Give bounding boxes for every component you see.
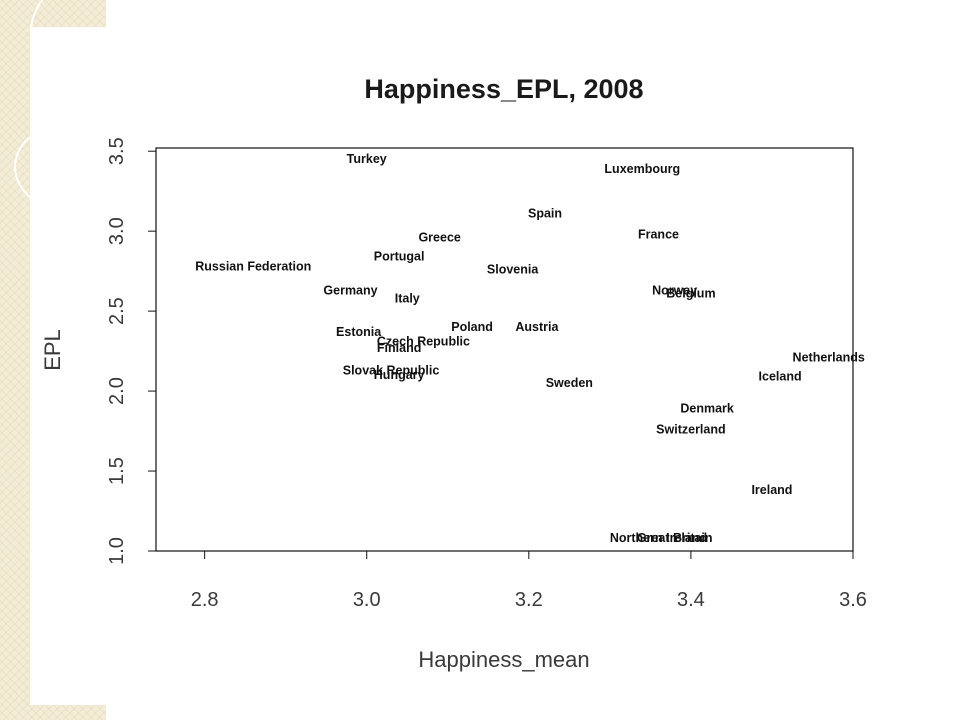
point-label: Slovenia bbox=[487, 263, 539, 277]
point-label: Northern Ireland bbox=[610, 531, 707, 545]
x-tick-label: 3.6 bbox=[839, 589, 867, 611]
point-label: Germany bbox=[323, 283, 377, 297]
slide-content: Happiness_EPL, 2008 2.8 3.0 3.2 3.4 3.6 1.0 1… bbox=[30, 27, 960, 705]
point-label: Norway bbox=[652, 283, 697, 297]
point-label: Sweden bbox=[546, 376, 593, 390]
point-label: Iceland bbox=[759, 370, 802, 384]
point-label: Finland bbox=[377, 341, 421, 355]
x-tick-label: 3.4 bbox=[677, 589, 705, 611]
point-label: Greece bbox=[418, 231, 460, 245]
y-tick-label: 2.5 bbox=[106, 297, 128, 325]
point-label: Slovak Republic bbox=[343, 363, 440, 377]
point-label: Spain bbox=[528, 207, 562, 221]
y-axis: 1.0 1.5 2.0 2.5 3.0 3.5 bbox=[106, 137, 157, 565]
y-tick-label: 2.0 bbox=[106, 377, 128, 405]
point-label: Great Britain bbox=[637, 531, 713, 545]
point-label: Italy bbox=[395, 291, 420, 305]
y-tick-label: 1.0 bbox=[106, 537, 128, 565]
y-tick-label: 3.5 bbox=[106, 137, 128, 165]
chart-title: Happiness_EPL, 2008 bbox=[364, 74, 643, 104]
x-tick-label: 3.2 bbox=[515, 589, 543, 611]
y-tick-label: 3.0 bbox=[106, 217, 128, 245]
x-tick-label: 3.0 bbox=[353, 589, 381, 611]
point-label: Luxembourg bbox=[604, 162, 680, 176]
point-label: France bbox=[638, 227, 679, 241]
y-axis-title: EPL bbox=[40, 329, 65, 371]
x-tick-label: 2.8 bbox=[191, 589, 219, 611]
point-labels: Turkey Luxembourg Spain France Greece Portuga… bbox=[195, 152, 865, 545]
point-label: Portugal bbox=[374, 250, 425, 264]
point-label: Hungary bbox=[374, 368, 425, 382]
y-tick-label: 1.5 bbox=[106, 457, 128, 485]
point-label: Estonia bbox=[336, 325, 382, 339]
point-label: Russian Federation bbox=[195, 259, 311, 273]
point-label: Turkey bbox=[347, 152, 387, 166]
plot-frame bbox=[155, 147, 854, 552]
point-label: Poland bbox=[451, 320, 493, 334]
point-label: Netherlands bbox=[793, 350, 865, 364]
point-label: Denmark bbox=[680, 402, 734, 416]
x-axis-title: Happiness_mean bbox=[418, 647, 589, 672]
point-label: Belgium bbox=[666, 287, 715, 301]
point-label: Switzerland bbox=[656, 422, 725, 436]
point-label: Ireland bbox=[751, 483, 792, 497]
scatter-chart: Happiness_EPL, 2008 2.8 3.0 3.2 3.4 3.6 1.01… bbox=[40, 74, 867, 672]
point-label: Czech Republic bbox=[377, 335, 470, 349]
point-label: Austria bbox=[515, 320, 559, 334]
x-axis: 2.8 3.0 3.2 3.4 3.6 bbox=[191, 550, 867, 611]
